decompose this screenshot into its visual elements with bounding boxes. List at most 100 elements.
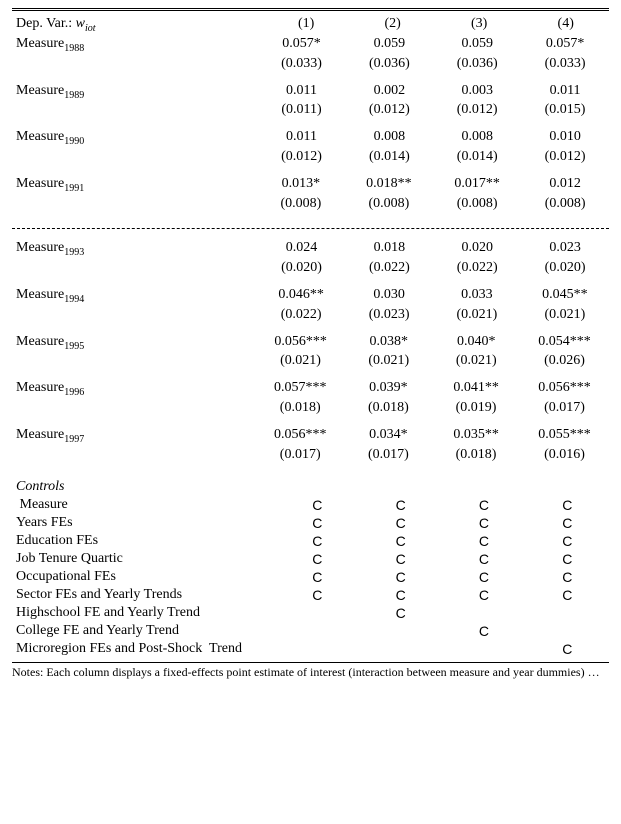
year-subscript: 1989 bbox=[64, 89, 84, 100]
notes-text: Each column displays a fixed-effects poi… bbox=[46, 665, 599, 679]
rows-container: Measure19880.057*0.0590.0590.057*(0.033)… bbox=[12, 35, 609, 473]
coef-cell: 0.040* bbox=[433, 333, 520, 353]
se-cell: (0.016) bbox=[520, 446, 609, 473]
control-row: MeasureCCCC bbox=[12, 496, 609, 514]
check-icon: C bbox=[359, 532, 442, 550]
measure-text: Measure bbox=[16, 83, 64, 98]
empty-cell bbox=[359, 622, 442, 640]
control-row: College FE and Yearly TrendC bbox=[12, 622, 609, 640]
measure-block: Measure19940.046**0.0300.0330.045**(0.02… bbox=[12, 286, 609, 333]
col-head-3: (3) bbox=[436, 15, 523, 35]
measure-block: Measure19910.013*0.018**0.017**0.012(0.0… bbox=[12, 175, 609, 222]
se-cell: (0.018) bbox=[256, 399, 345, 426]
coef-cell: 0.033 bbox=[433, 286, 521, 306]
se-cell: (0.022) bbox=[433, 259, 521, 286]
check-icon: C bbox=[526, 568, 609, 586]
measure-label: Measure1991 bbox=[12, 175, 257, 195]
depvar-subscript: iot bbox=[85, 23, 96, 34]
empty-cell bbox=[526, 604, 609, 622]
notes-prefix: Notes: bbox=[12, 665, 46, 679]
se-cell: (0.021) bbox=[256, 352, 345, 379]
check-icon: C bbox=[276, 496, 359, 514]
se-row: (0.011)(0.012)(0.012)(0.015) bbox=[12, 101, 609, 128]
check-icon: C bbox=[442, 532, 525, 550]
coef-cell: 0.008 bbox=[345, 128, 433, 148]
check-icon: C bbox=[276, 568, 359, 586]
control-label: Job Tenure Quartic bbox=[12, 550, 276, 568]
control-label: Measure bbox=[12, 496, 276, 514]
divider bbox=[12, 228, 609, 229]
check-icon: C bbox=[442, 514, 525, 532]
se-cell: (0.017) bbox=[256, 446, 345, 473]
se-cell: (0.008) bbox=[345, 195, 433, 222]
check-icon: C bbox=[526, 550, 609, 568]
coef-cell: 0.056*** bbox=[256, 426, 345, 446]
notes-line: Notes: Each column displays a fixed-effe… bbox=[12, 665, 609, 679]
measure-label: Measure1990 bbox=[12, 128, 258, 148]
measure-label: Measure1994 bbox=[12, 286, 257, 306]
controls-container: MeasureCCCCYears FEsCCCCEducation FEsCCC… bbox=[12, 496, 609, 658]
coef-cell: 0.038* bbox=[345, 333, 432, 353]
controls-body: MeasureCCCCYears FEsCCCCEducation FEsCCC… bbox=[12, 496, 609, 658]
measure-text: Measure bbox=[16, 334, 64, 349]
col-head-1: (1) bbox=[263, 15, 350, 35]
header-row: Dep. Var.: wiot (1) (2) (3) (4) bbox=[12, 15, 609, 35]
coef-cell: 0.018** bbox=[345, 175, 433, 195]
measure-block: Measure19930.0240.0180.0200.023(0.020)(0… bbox=[12, 239, 609, 286]
coef-row: Measure19910.013*0.018**0.017**0.012 bbox=[12, 175, 609, 195]
se-cell: (0.022) bbox=[345, 259, 433, 286]
check-icon: C bbox=[442, 496, 525, 514]
se-row: (0.017)(0.017)(0.018)(0.016) bbox=[12, 446, 609, 473]
coef-cell: 0.035** bbox=[432, 426, 520, 446]
year-subscript: 1996 bbox=[64, 387, 84, 398]
year-subscript: 1994 bbox=[64, 294, 84, 305]
control-row: Occupational FEsCCCC bbox=[12, 568, 609, 586]
se-cell: (0.020) bbox=[258, 259, 346, 286]
check-icon: C bbox=[526, 532, 609, 550]
empty-cell bbox=[442, 604, 525, 622]
se-cell: (0.021) bbox=[521, 306, 609, 333]
coef-cell: 0.045** bbox=[521, 286, 609, 306]
coef-cell: 0.010 bbox=[521, 128, 609, 148]
se-cell: (0.011) bbox=[258, 101, 346, 128]
year-subscript: 1988 bbox=[64, 43, 84, 54]
se-cell: (0.021) bbox=[345, 352, 432, 379]
year-subscript: 1995 bbox=[64, 340, 84, 351]
se-cell: (0.018) bbox=[432, 446, 520, 473]
se-cell: (0.008) bbox=[433, 195, 521, 222]
measure-label: Measure1995 bbox=[12, 333, 256, 353]
measure-text: Measure bbox=[16, 36, 64, 51]
se-cell: (0.012) bbox=[433, 101, 521, 128]
blank-cell bbox=[12, 446, 256, 473]
se-cell: (0.019) bbox=[432, 399, 520, 426]
blank-cell bbox=[12, 306, 257, 333]
blank-cell bbox=[12, 399, 256, 426]
se-cell: (0.017) bbox=[345, 446, 432, 473]
measure-block: Measure19890.0110.0020.0030.011(0.011) (0… bbox=[12, 82, 609, 129]
measure-label: Measure1996 bbox=[12, 379, 256, 399]
empty-cell bbox=[526, 622, 609, 640]
coef-cell: 0.055*** bbox=[520, 426, 609, 446]
check-icon: C bbox=[276, 586, 359, 604]
empty-cell bbox=[276, 640, 359, 658]
empty-cell bbox=[276, 604, 359, 622]
se-cell: (0.014) bbox=[433, 148, 521, 175]
empty-cell bbox=[359, 640, 442, 658]
se-cell: (0.018) bbox=[345, 399, 432, 426]
check-icon: C bbox=[526, 586, 609, 604]
se-row: (0.020)(0.022)(0.022)(0.020) bbox=[12, 259, 609, 286]
blank-cell bbox=[12, 352, 256, 379]
coef-row: Measure19890.0110.0020.0030.011 bbox=[12, 82, 609, 102]
coef-cell: 0.059 bbox=[433, 35, 521, 55]
check-icon: C bbox=[276, 550, 359, 568]
se-row: (0.018)(0.018)(0.019)(0.017) bbox=[12, 399, 609, 426]
se-cell: (0.036) bbox=[345, 55, 433, 82]
measure-block: Measure19880.057*0.0590.0590.057*(0.033)… bbox=[12, 35, 609, 82]
year-subscript: 1993 bbox=[64, 247, 84, 258]
measure-text: Measure bbox=[16, 380, 64, 395]
coef-cell: 0.057*** bbox=[256, 379, 345, 399]
check-icon: C bbox=[359, 586, 442, 604]
coef-cell: 0.056*** bbox=[520, 379, 609, 399]
coef-row: Measure19950.056***0.038*0.040*0.054*** bbox=[12, 333, 609, 353]
check-icon: C bbox=[276, 532, 359, 550]
